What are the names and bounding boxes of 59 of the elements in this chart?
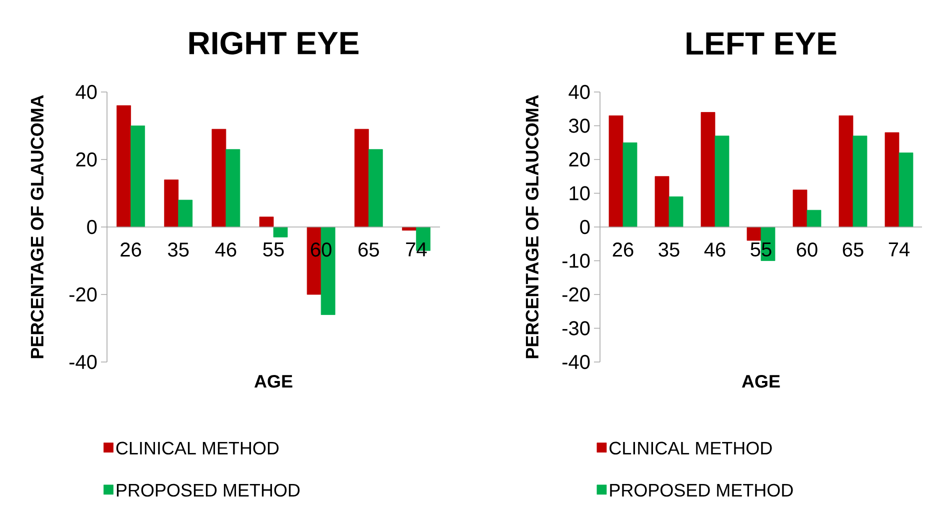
- bar: [852, 136, 868, 228]
- chart-title: RIGHT EYE: [189, 32, 358, 54]
- x-tick-label: 35: [658, 242, 680, 257]
- bar: [654, 176, 670, 228]
- legend-label: CLINICAL METHOD: [610, 442, 772, 455]
- bar: [608, 115, 624, 228]
- bar: [898, 152, 914, 228]
- bar: [622, 142, 638, 228]
- chart-title: LEFT EYE: [686, 32, 836, 54]
- legend-label: CLINICAL METHOD: [116, 442, 279, 455]
- bar: [714, 136, 730, 228]
- y-tick-label: 20: [569, 152, 590, 167]
- bar: [259, 216, 274, 228]
- bar: [116, 105, 131, 228]
- bar: [792, 190, 808, 228]
- y-tick-label: 30: [568, 118, 590, 133]
- x-axis-title: AGE: [254, 374, 292, 388]
- x-tick-label: 74: [888, 242, 910, 256]
- x-tick-label: 26: [612, 242, 634, 257]
- y-tick-label: 10: [570, 186, 590, 200]
- y-tick-label: -40: [562, 354, 590, 370]
- y-axis-title: PERCENTAGE OF GLAUCOMA: [30, 95, 44, 358]
- x-tick-label: 46: [704, 242, 726, 257]
- y-tick-label: 40: [76, 84, 97, 100]
- legend-label: PROPOSED METHOD: [116, 484, 300, 497]
- x-tick-label: 35: [168, 242, 189, 257]
- y-tick-label: -30: [562, 321, 590, 336]
- bar: [178, 200, 193, 228]
- bar: [746, 226, 762, 241]
- y-tick-label: 0: [580, 220, 590, 234]
- bar: [368, 149, 383, 228]
- bar: [354, 128, 369, 228]
- y-tick-label: 40: [568, 84, 590, 100]
- bar: [273, 226, 288, 238]
- y-tick-label: 20: [76, 152, 97, 167]
- bar: [668, 196, 684, 228]
- x-tick-label: 60: [796, 242, 818, 257]
- y-tick-label: 0: [87, 220, 97, 234]
- y-axis-title: PERCENTAGE OF GLAUCOMA: [526, 95, 539, 358]
- y-tick-label: -20: [69, 287, 97, 302]
- bar: [884, 132, 900, 228]
- x-tick-label: 26: [120, 242, 142, 257]
- bar: [212, 128, 226, 228]
- bar: [838, 115, 854, 228]
- bar: [806, 210, 822, 228]
- y-tick-label: -20: [562, 287, 590, 302]
- legend-label: PROPOSED METHOD: [610, 484, 793, 497]
- bar: [226, 149, 240, 228]
- x-tick-label: 46: [215, 242, 236, 257]
- bar: [130, 126, 145, 228]
- bar: [700, 112, 716, 228]
- y-tick-label: -40: [69, 354, 97, 370]
- x-tick-label: 55: [263, 242, 284, 256]
- x-axis-title: AGE: [742, 374, 780, 388]
- x-tick-label: 74: [406, 242, 427, 256]
- x-tick-label: 65: [842, 242, 864, 257]
- bar: [164, 180, 179, 228]
- x-tick-label: 65: [358, 242, 379, 257]
- y-tick-label: -10: [562, 254, 590, 268]
